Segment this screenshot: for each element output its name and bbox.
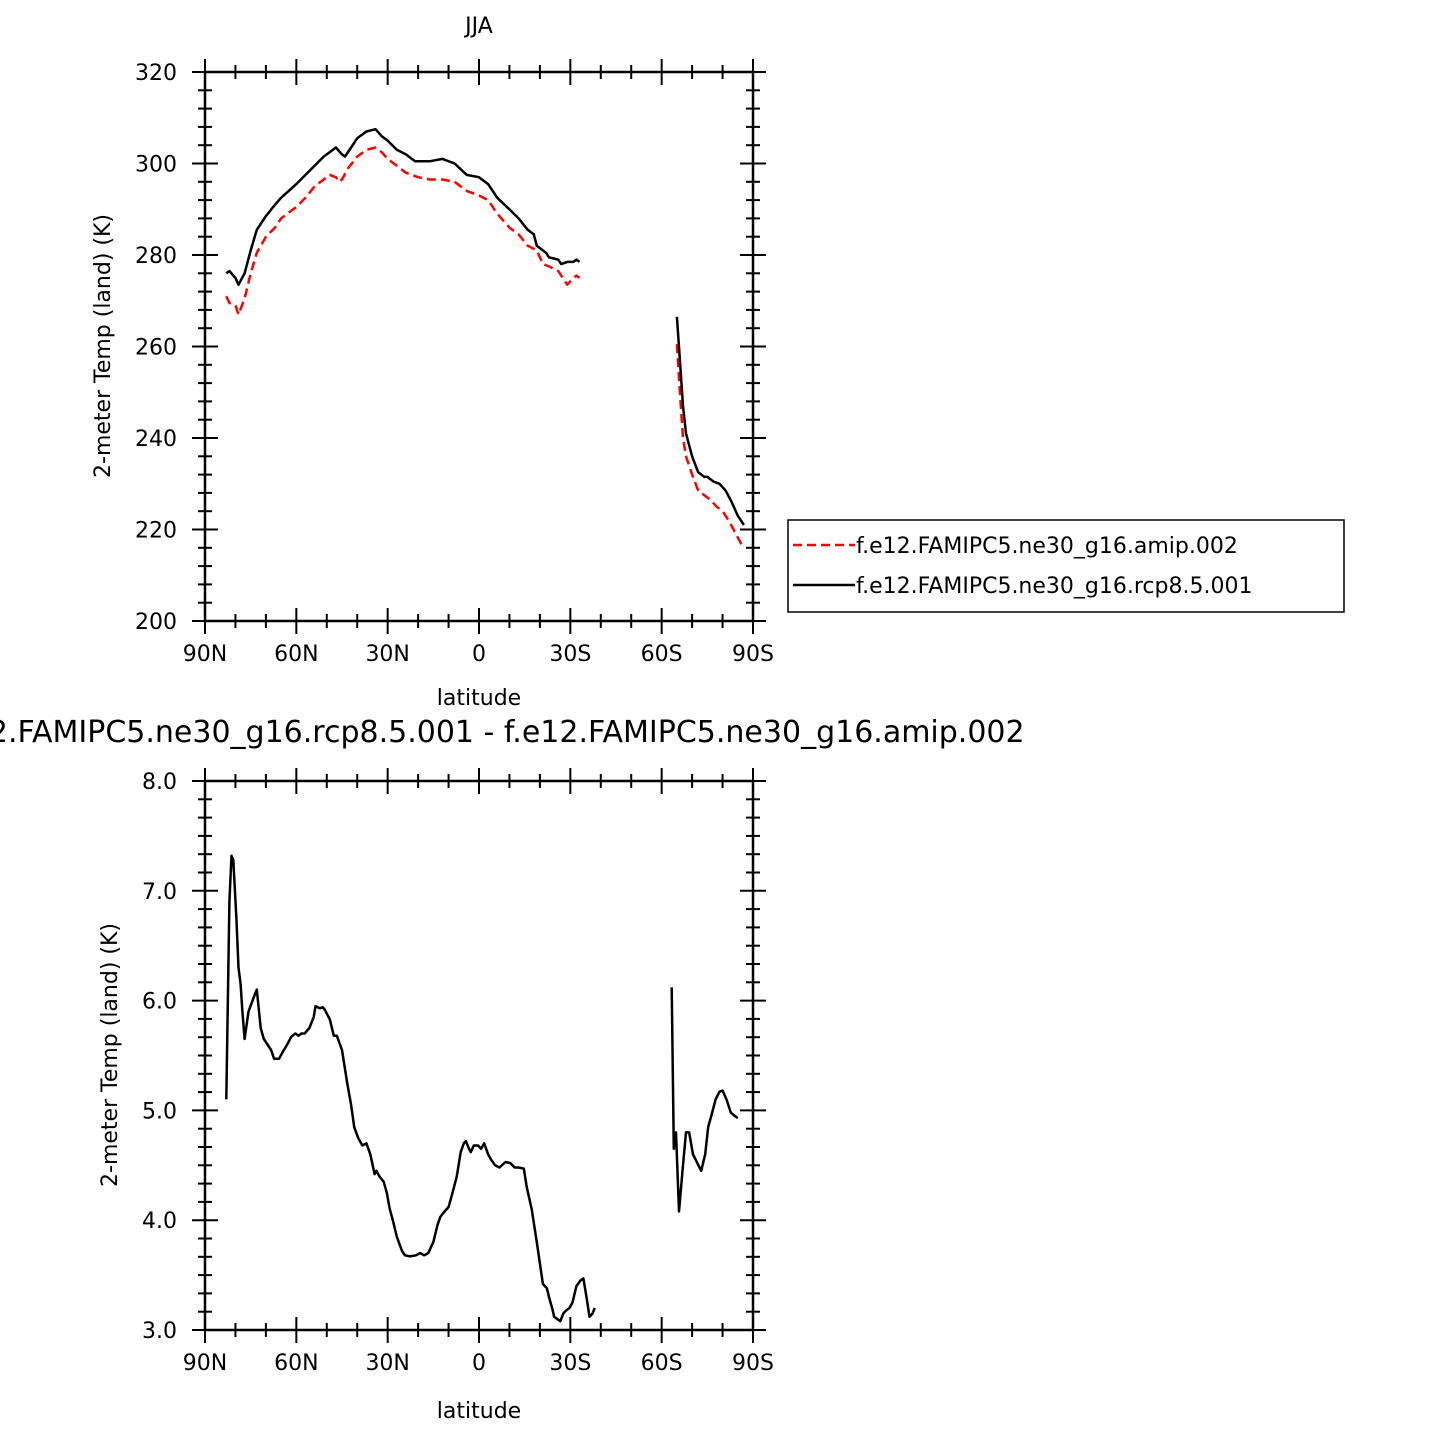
top-y-tick-label: 220	[135, 519, 177, 544]
top-y-tick-label: 300	[135, 153, 177, 178]
legend-box	[787, 519, 1345, 613]
bottom-y-tick-label: 7.0	[142, 880, 177, 905]
top-series-1-segment-0	[225, 127, 581, 286]
bottom-x-tick-label: 60S	[641, 1351, 683, 1376]
bottom-plot-area: 90N 60N 30N 0 30S 60S 90S 3.0 4.0 5.0 6.0 7.0 8.0	[142, 768, 774, 1376]
legend-label-rcp: f.e12.FAMIPC5.ne30_g16.rcp8.5.001	[856, 574, 1252, 599]
bottom-y-tick-label: 5.0	[142, 1099, 177, 1124]
top-plot-area: 90N 60N 30N 0 30S 60S 90S 200 220 240 260 280 300 320	[135, 59, 774, 667]
bottom-tick-labels: 90N 60N 30N 0 30S 60S 90S 3.0 4.0 5.0 6.0 7.0 8.0	[142, 770, 774, 1376]
top-y-axis-label: 2-meter Temp (land) (K)	[91, 214, 116, 478]
top-x-axis-label: latitude	[437, 686, 521, 711]
top-tick-labels: 90N 60N 30N 0 30S 60S 90S 200 220 240 260 280 300 320	[135, 61, 774, 667]
bottom-x-tick-label: 0	[472, 1351, 486, 1376]
top-data-lines	[225, 127, 745, 549]
bottom-series-0-segment-0	[225, 854, 596, 1323]
legend: f.e12.FAMIPC5.ne30_g16.amip.002 f.e12.FA…	[787, 519, 1345, 613]
top-panel-title: JJA	[463, 14, 493, 39]
top-x-tick-label: 90S	[732, 642, 774, 667]
bottom-x-tick-label: 60N	[274, 1351, 318, 1376]
bottom-y-tick-label: 6.0	[142, 990, 177, 1015]
top-y-tick-label: 200	[135, 610, 177, 635]
bottom-x-tick-label: 30S	[549, 1351, 591, 1376]
bottom-plot-frame	[203, 779, 755, 1332]
bottom-x-axis-label: latitude	[437, 1399, 521, 1424]
bottom-x-tick-label: 90S	[732, 1351, 774, 1376]
top-panel: JJA 90N 60N 30N 0 30S 60S 90S 200 220 240 260 280 30…	[91, 14, 1345, 711]
top-x-tick-label: 60N	[274, 642, 318, 667]
bottom-panel-title: f.e12.FAMIPC5.ne30_g16.rcp8.5.001 - f.e1…	[0, 715, 1025, 750]
bottom-x-tick-label: 90N	[183, 1351, 227, 1376]
top-y-tick-label: 280	[135, 244, 177, 269]
top-y-tick-label: 320	[135, 61, 177, 86]
top-x-tick-label: 90N	[183, 642, 227, 667]
bottom-data-lines	[225, 854, 739, 1323]
bottom-y-tick-label: 8.0	[142, 770, 177, 795]
top-plot-frame	[203, 70, 755, 623]
top-y-tick-label: 240	[135, 427, 177, 452]
top-series-0-segment-1	[675, 344, 745, 549]
top-series-0-segment-0	[225, 146, 581, 316]
bottom-y-tick-label: 3.0	[142, 1319, 177, 1344]
top-x-tick-label: 30N	[365, 642, 409, 667]
bottom-series-0-segment-1	[670, 987, 739, 1213]
bottom-y-tick-label: 4.0	[142, 1209, 177, 1234]
legend-label-amip: f.e12.FAMIPC5.ne30_g16.amip.002	[856, 534, 1238, 559]
bottom-x-tick-label: 30N	[365, 1351, 409, 1376]
top-x-tick-label: 0	[472, 642, 486, 667]
bottom-panel: f.e12.FAMIPC5.ne30_g16.rcp8.5.001 - f.e1…	[0, 715, 1025, 1424]
top-y-tick-label: 260	[135, 336, 177, 361]
top-x-tick-label: 30S	[549, 642, 591, 667]
bottom-y-axis-label: 2-meter Temp (land) (K)	[98, 923, 123, 1187]
top-x-tick-label: 60S	[641, 642, 683, 667]
bottom-axis-ticks	[192, 768, 766, 1343]
top-series-1-segment-1	[675, 316, 745, 526]
